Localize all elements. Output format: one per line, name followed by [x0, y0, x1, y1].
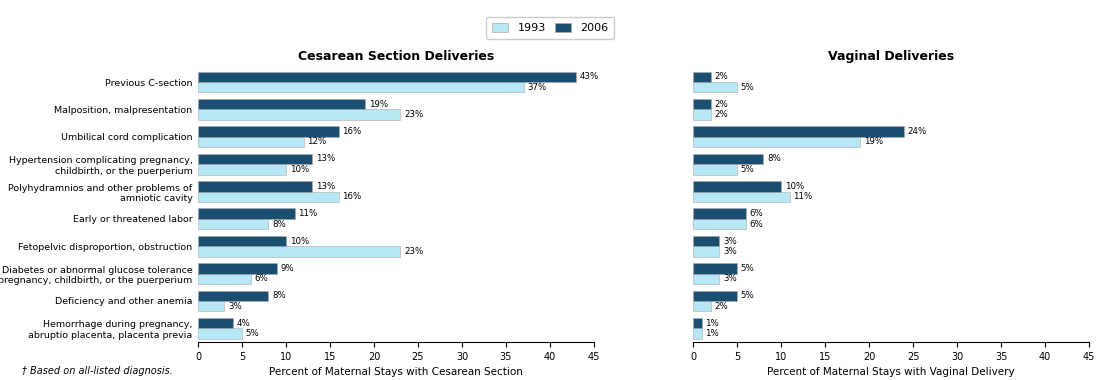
Bar [198, 219, 268, 229]
Text: 23%: 23% [404, 247, 424, 256]
Text: 3%: 3% [723, 274, 737, 283]
Bar [198, 301, 224, 311]
Text: 8%: 8% [767, 154, 781, 163]
Text: 12%: 12% [307, 138, 327, 147]
Title: Vaginal Deliveries: Vaginal Deliveries [828, 50, 954, 63]
Bar [198, 72, 576, 82]
Text: 5%: 5% [740, 264, 755, 273]
Text: 13%: 13% [316, 182, 336, 191]
Text: 10%: 10% [289, 236, 309, 245]
Bar [198, 192, 339, 202]
Text: 5%: 5% [245, 329, 260, 338]
Bar [198, 82, 524, 92]
Text: 4%: 4% [236, 318, 251, 328]
Text: 1%: 1% [705, 318, 719, 328]
X-axis label: Percent of Maternal Stays with Vaginal Delivery: Percent of Maternal Stays with Vaginal D… [767, 367, 1015, 377]
Bar [198, 127, 339, 137]
Bar [693, 192, 790, 202]
Text: 10%: 10% [784, 182, 804, 191]
Bar [693, 318, 702, 328]
Bar [198, 181, 312, 192]
Bar [198, 137, 304, 147]
Bar [198, 154, 312, 164]
Bar [693, 164, 737, 174]
Text: † Based on all-listed diagnosis.: † Based on all-listed diagnosis. [22, 366, 173, 376]
Bar [198, 274, 251, 284]
Text: 3%: 3% [228, 302, 242, 311]
Text: 2%: 2% [714, 110, 728, 119]
Bar [693, 274, 719, 284]
Bar [198, 99, 365, 109]
Bar [693, 291, 737, 301]
Bar [693, 154, 763, 164]
Bar [693, 82, 737, 92]
Bar [693, 181, 781, 192]
Text: 11%: 11% [298, 209, 318, 218]
Text: 5%: 5% [740, 83, 755, 92]
Bar [693, 99, 711, 109]
Text: 16%: 16% [342, 192, 362, 201]
Bar [198, 318, 233, 328]
Text: 6%: 6% [749, 220, 763, 229]
Bar [693, 137, 860, 147]
Text: 3%: 3% [723, 247, 737, 256]
Bar [693, 301, 711, 311]
Bar [198, 209, 295, 219]
Bar [198, 236, 286, 246]
Bar [693, 236, 719, 246]
Text: 1%: 1% [705, 329, 719, 338]
Text: 37%: 37% [527, 83, 547, 92]
X-axis label: Percent of Maternal Stays with Cesarean Section: Percent of Maternal Stays with Cesarean … [270, 367, 522, 377]
Bar [198, 263, 277, 274]
Text: 19%: 19% [368, 100, 388, 109]
Text: 10%: 10% [289, 165, 309, 174]
Text: 11%: 11% [793, 192, 813, 201]
Text: 43%: 43% [580, 72, 600, 81]
Text: 8%: 8% [272, 220, 286, 229]
Legend: 1993, 2006: 1993, 2006 [486, 17, 614, 38]
Text: 5%: 5% [740, 291, 755, 300]
Title: Cesarean Section Deliveries: Cesarean Section Deliveries [298, 50, 494, 63]
Text: 3%: 3% [723, 236, 737, 245]
Text: 2%: 2% [714, 72, 728, 81]
Bar [693, 328, 702, 339]
Bar [198, 328, 242, 339]
Text: 13%: 13% [316, 154, 336, 163]
Bar [693, 127, 904, 137]
Text: 9%: 9% [280, 264, 295, 273]
Bar [198, 291, 268, 301]
Text: 6%: 6% [749, 209, 763, 218]
Text: 23%: 23% [404, 110, 424, 119]
Text: 2%: 2% [714, 100, 728, 109]
Bar [693, 109, 711, 120]
Text: 2%: 2% [714, 302, 728, 311]
Bar [693, 263, 737, 274]
Text: 8%: 8% [272, 291, 286, 300]
Bar [693, 246, 719, 256]
Text: 16%: 16% [342, 127, 362, 136]
Bar [198, 246, 400, 256]
Text: 5%: 5% [740, 165, 755, 174]
Bar [198, 109, 400, 120]
Text: 6%: 6% [254, 274, 268, 283]
Text: 19%: 19% [864, 138, 883, 147]
Bar [693, 209, 746, 219]
Text: 24%: 24% [908, 127, 927, 136]
Bar [198, 164, 286, 174]
Bar [693, 72, 711, 82]
Bar [693, 219, 746, 229]
